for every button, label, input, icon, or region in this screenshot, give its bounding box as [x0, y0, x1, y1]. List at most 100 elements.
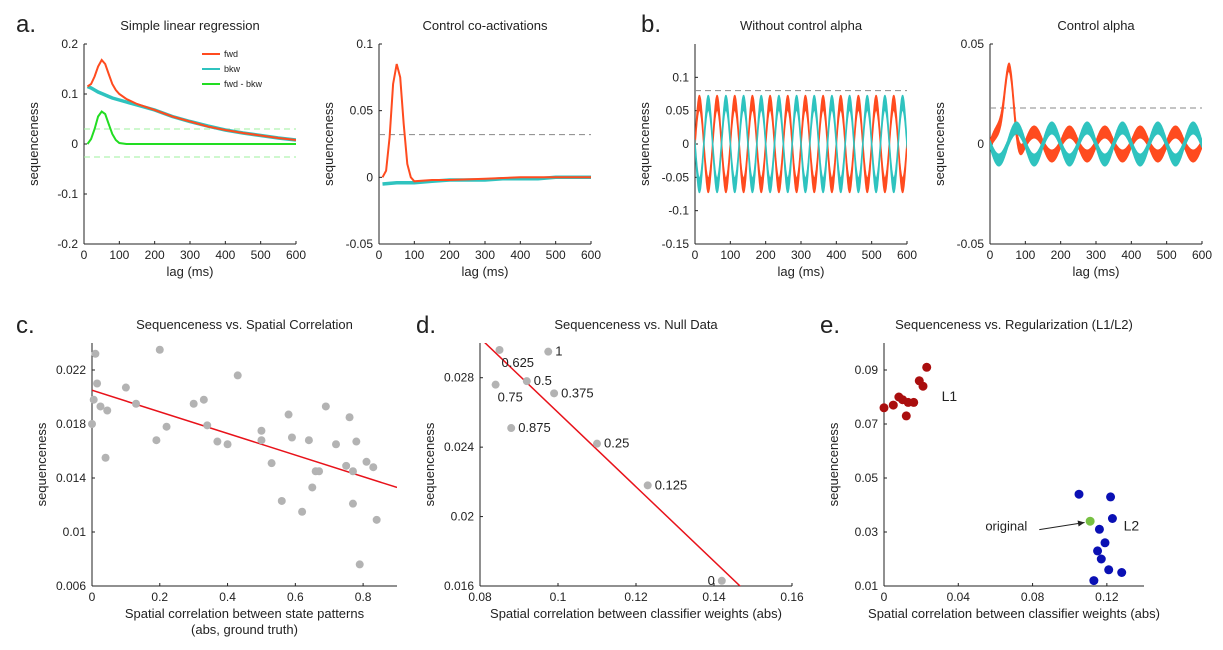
x-tick-label: 200	[756, 248, 776, 262]
x-axis-label: lag (ms)	[167, 264, 214, 279]
data-point-l2	[1106, 492, 1116, 502]
data-point-l2	[1094, 524, 1104, 534]
y-tick-label: 0.01	[63, 525, 87, 539]
x-tick-label: 0	[376, 248, 383, 262]
y-axis-label: sequenceness	[26, 102, 41, 186]
data-point	[284, 410, 293, 419]
data-point-l1	[898, 395, 908, 405]
panel-letter: c.	[16, 312, 35, 339]
series-line-fwd	[381, 63, 591, 183]
x-axis-label: Spatial correlation between state patter…	[125, 606, 365, 621]
data-point	[277, 496, 286, 505]
point-label: 0.625	[502, 355, 535, 370]
y-tick-label: -0.05	[957, 237, 985, 251]
data-point	[89, 395, 98, 404]
y-axis-label: sequenceness	[422, 422, 437, 506]
data-point	[507, 424, 516, 433]
data-point	[298, 507, 307, 516]
data-point	[372, 515, 381, 524]
data-point	[267, 459, 276, 468]
x-tick-label: 200	[145, 248, 165, 262]
annotation-label: original	[985, 519, 1027, 534]
x-axis-label: Spatial correlation between classifier w…	[490, 606, 782, 621]
data-point	[491, 380, 500, 389]
series-line-fwd	[86, 58, 296, 141]
y-tick-label: 0	[71, 137, 78, 151]
data-point	[321, 402, 330, 411]
data-point	[88, 420, 96, 428]
data-point-l1	[879, 403, 889, 413]
x-tick-label: 400	[826, 248, 846, 262]
data-point	[203, 421, 212, 430]
y-axis-label: sequenceness	[34, 422, 49, 506]
data-point	[132, 399, 141, 408]
x-tick-label: 0.14	[702, 590, 726, 604]
data-point	[550, 389, 559, 398]
data-point	[352, 437, 361, 446]
series-band-bkw	[695, 94, 907, 194]
x-tick-label: 0.16	[780, 590, 804, 604]
y-tick-label: 0	[682, 137, 689, 151]
x-tick-label: 300	[1086, 248, 1106, 262]
x-tick-label: 0	[89, 590, 96, 604]
point-label: 0.875	[518, 420, 551, 435]
data-point	[199, 395, 208, 404]
data-point	[233, 371, 242, 380]
data-point	[593, 439, 601, 448]
y-tick-label: 0.03	[855, 525, 879, 539]
data-point-l2	[1093, 546, 1103, 556]
data-point-l1	[909, 397, 919, 407]
data-point	[103, 406, 112, 415]
y-tick-label: 0	[977, 137, 984, 151]
chart-title: Control co-activations	[423, 18, 548, 33]
x-tick-label: 0.08	[468, 590, 492, 604]
data-point	[91, 349, 100, 358]
data-point	[315, 467, 324, 476]
series-band-bkw	[990, 121, 1202, 167]
y-tick-label: 0.016	[444, 579, 474, 593]
x-tick-label: 0.4	[219, 590, 236, 604]
x-tick-label: 300	[180, 248, 200, 262]
data-point	[304, 436, 313, 445]
x-tick-label: 400	[215, 248, 235, 262]
x-tick-label: 0.6	[287, 590, 304, 604]
data-point	[155, 345, 164, 354]
data-point	[257, 426, 266, 435]
data-point	[348, 499, 357, 508]
x-tick-label: 200	[1051, 248, 1071, 262]
data-point-l2	[1089, 576, 1099, 586]
data-point	[355, 560, 364, 569]
point-label: 0.375	[561, 385, 594, 400]
x-axis-label-line2: (abs, ground truth)	[191, 622, 298, 637]
series-line-fwdbkw	[86, 110, 296, 145]
panel-letter: a.	[16, 11, 36, 38]
data-point-l1	[901, 411, 911, 421]
y-tick-label: 0.014	[56, 471, 86, 485]
y-tick-label: 0.006	[56, 579, 86, 593]
chart-title: Simple linear regression	[120, 18, 259, 33]
x-tick-label: 0	[81, 248, 88, 262]
y-tick-label: 0.022	[56, 363, 86, 377]
x-tick-label: 100	[1015, 248, 1035, 262]
y-tick-label: 0	[366, 170, 373, 184]
y-axis-label: sequenceness	[826, 422, 841, 506]
point-label: 1	[555, 344, 562, 359]
regression-line	[484, 343, 742, 586]
point-label: 0.5	[534, 373, 552, 388]
y-tick-label: 0.024	[444, 440, 474, 454]
data-point	[121, 383, 130, 392]
data-point	[308, 483, 317, 492]
data-point	[643, 481, 652, 490]
y-tick-label: 0.05	[855, 471, 879, 485]
x-tick-label: 0.04	[947, 590, 971, 604]
point-label: 0	[708, 573, 715, 588]
x-tick-label: 0.8	[355, 590, 372, 604]
y-tick-label: -0.1	[668, 204, 689, 218]
x-tick-label: 600	[897, 248, 917, 262]
chart-title: Without control alpha	[740, 18, 863, 33]
y-tick-label: -0.15	[662, 237, 690, 251]
data-point	[162, 422, 171, 431]
y-tick-label: 0.1	[356, 37, 373, 51]
y-tick-label: 0.01	[855, 579, 879, 593]
x-tick-label: 100	[720, 248, 740, 262]
